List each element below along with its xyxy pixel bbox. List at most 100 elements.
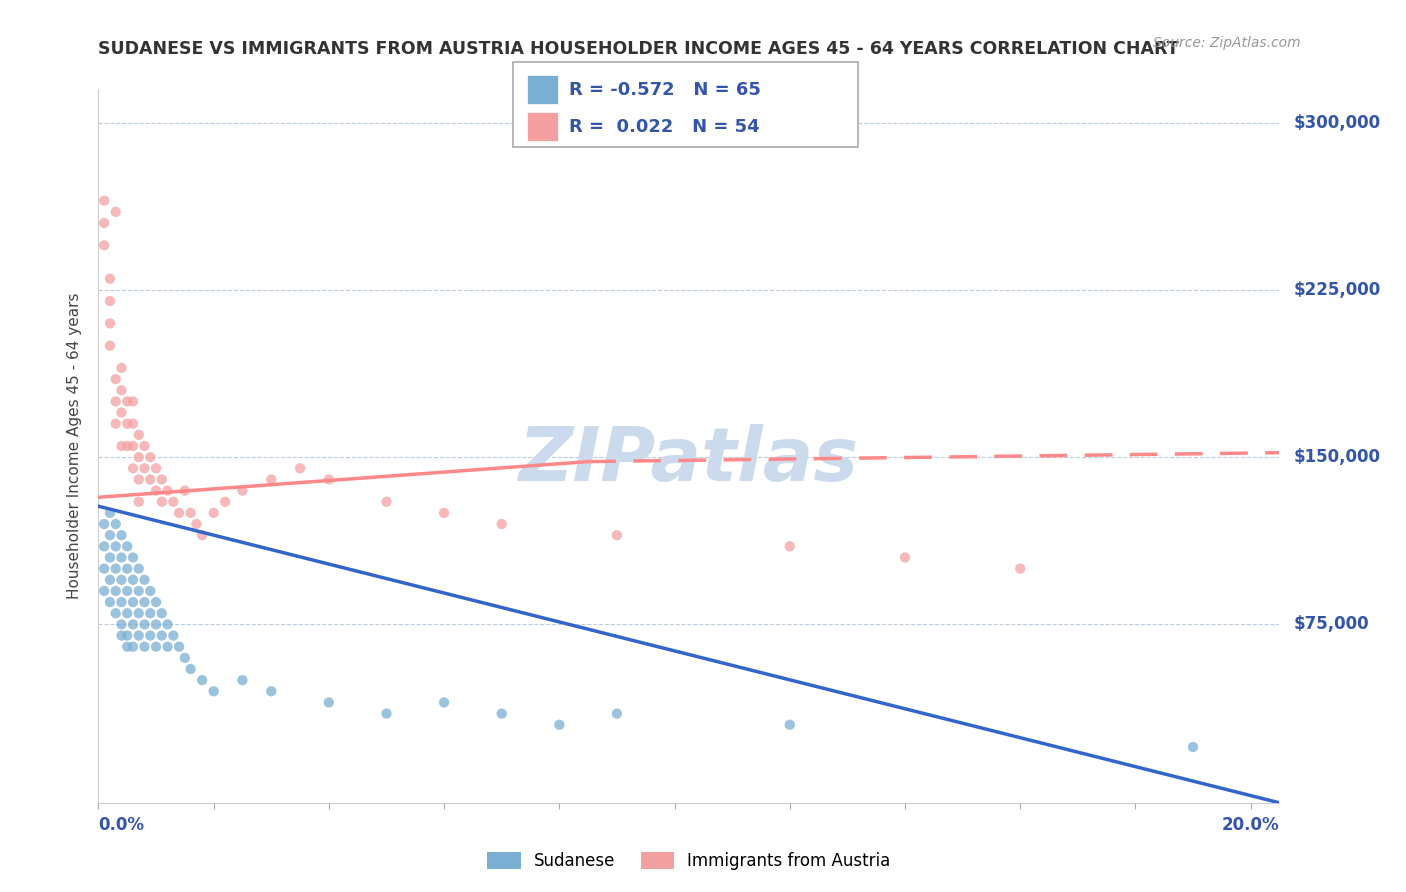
- Point: [104, 372, 127, 386]
- Point: [122, 439, 145, 453]
- Point: [779, 717, 801, 731]
- Point: [128, 607, 150, 621]
- Point: [122, 461, 145, 475]
- Point: [150, 494, 173, 508]
- Point: [110, 405, 132, 419]
- Point: [115, 394, 138, 409]
- Point: [98, 550, 121, 565]
- Point: [104, 417, 127, 431]
- Point: [98, 506, 121, 520]
- Point: [110, 617, 132, 632]
- Point: [115, 562, 138, 576]
- Point: [122, 640, 145, 654]
- Point: [167, 640, 190, 654]
- Point: [115, 539, 138, 553]
- Point: [548, 717, 571, 731]
- Legend: Sudanese, Immigrants from Austria: Sudanese, Immigrants from Austria: [481, 845, 897, 877]
- Point: [260, 684, 283, 698]
- Point: [134, 461, 156, 475]
- Point: [98, 293, 121, 308]
- Point: [134, 640, 156, 654]
- Point: [128, 562, 150, 576]
- Point: [202, 684, 225, 698]
- Point: [173, 483, 195, 498]
- Text: R =  0.022   N = 54: R = 0.022 N = 54: [569, 119, 761, 136]
- Point: [115, 583, 138, 598]
- Point: [145, 617, 167, 632]
- Point: [375, 494, 398, 508]
- Point: [110, 384, 132, 398]
- Point: [894, 550, 917, 565]
- Point: [110, 595, 132, 609]
- Point: [128, 427, 150, 442]
- Text: R = -0.572   N = 65: R = -0.572 N = 65: [569, 81, 761, 99]
- Point: [98, 528, 121, 542]
- Point: [104, 539, 127, 553]
- Point: [162, 628, 184, 642]
- Point: [433, 506, 456, 520]
- Point: [110, 439, 132, 453]
- Point: [156, 617, 179, 632]
- Point: [139, 607, 162, 621]
- Point: [150, 472, 173, 486]
- Point: [186, 516, 208, 531]
- Point: [104, 204, 127, 219]
- Point: [104, 583, 127, 598]
- Point: [98, 595, 121, 609]
- Point: [139, 472, 162, 486]
- Point: [115, 417, 138, 431]
- Point: [202, 506, 225, 520]
- Point: [139, 583, 162, 598]
- Point: [191, 528, 214, 542]
- Point: [115, 628, 138, 642]
- Point: [98, 573, 121, 587]
- Point: [1010, 562, 1032, 576]
- Point: [134, 573, 156, 587]
- Point: [145, 461, 167, 475]
- Point: [93, 562, 115, 576]
- Text: ZIPatlas: ZIPatlas: [519, 424, 859, 497]
- Point: [173, 651, 195, 665]
- Point: [606, 528, 628, 542]
- Point: [104, 516, 127, 531]
- Point: [491, 516, 513, 531]
- Text: SUDANESE VS IMMIGRANTS FROM AUSTRIA HOUSEHOLDER INCOME AGES 45 - 64 YEARS CORREL: SUDANESE VS IMMIGRANTS FROM AUSTRIA HOUS…: [98, 40, 1180, 58]
- Point: [115, 640, 138, 654]
- Point: [104, 607, 127, 621]
- Point: [98, 271, 121, 285]
- Point: [98, 316, 121, 330]
- Point: [318, 696, 340, 710]
- Point: [606, 706, 628, 721]
- Point: [134, 439, 156, 453]
- Point: [288, 461, 311, 475]
- Point: [191, 673, 214, 687]
- Point: [145, 640, 167, 654]
- Point: [231, 673, 253, 687]
- Point: [122, 573, 145, 587]
- Text: $225,000: $225,000: [1294, 281, 1381, 299]
- Point: [110, 528, 132, 542]
- Point: [93, 516, 115, 531]
- Point: [115, 607, 138, 621]
- Point: [122, 550, 145, 565]
- Point: [128, 628, 150, 642]
- Text: $150,000: $150,000: [1294, 448, 1381, 467]
- Point: [139, 450, 162, 464]
- Point: [122, 617, 145, 632]
- Text: Source: ZipAtlas.com: Source: ZipAtlas.com: [1153, 36, 1301, 50]
- Text: 0.0%: 0.0%: [98, 816, 145, 834]
- Point: [214, 494, 236, 508]
- Point: [128, 450, 150, 464]
- Point: [110, 628, 132, 642]
- Text: 20.0%: 20.0%: [1222, 816, 1279, 834]
- Point: [115, 439, 138, 453]
- Point: [104, 562, 127, 576]
- Point: [93, 539, 115, 553]
- Point: [128, 583, 150, 598]
- Point: [779, 539, 801, 553]
- Point: [110, 550, 132, 565]
- Point: [139, 628, 162, 642]
- Point: [93, 238, 115, 252]
- Point: [180, 506, 202, 520]
- Point: [167, 506, 190, 520]
